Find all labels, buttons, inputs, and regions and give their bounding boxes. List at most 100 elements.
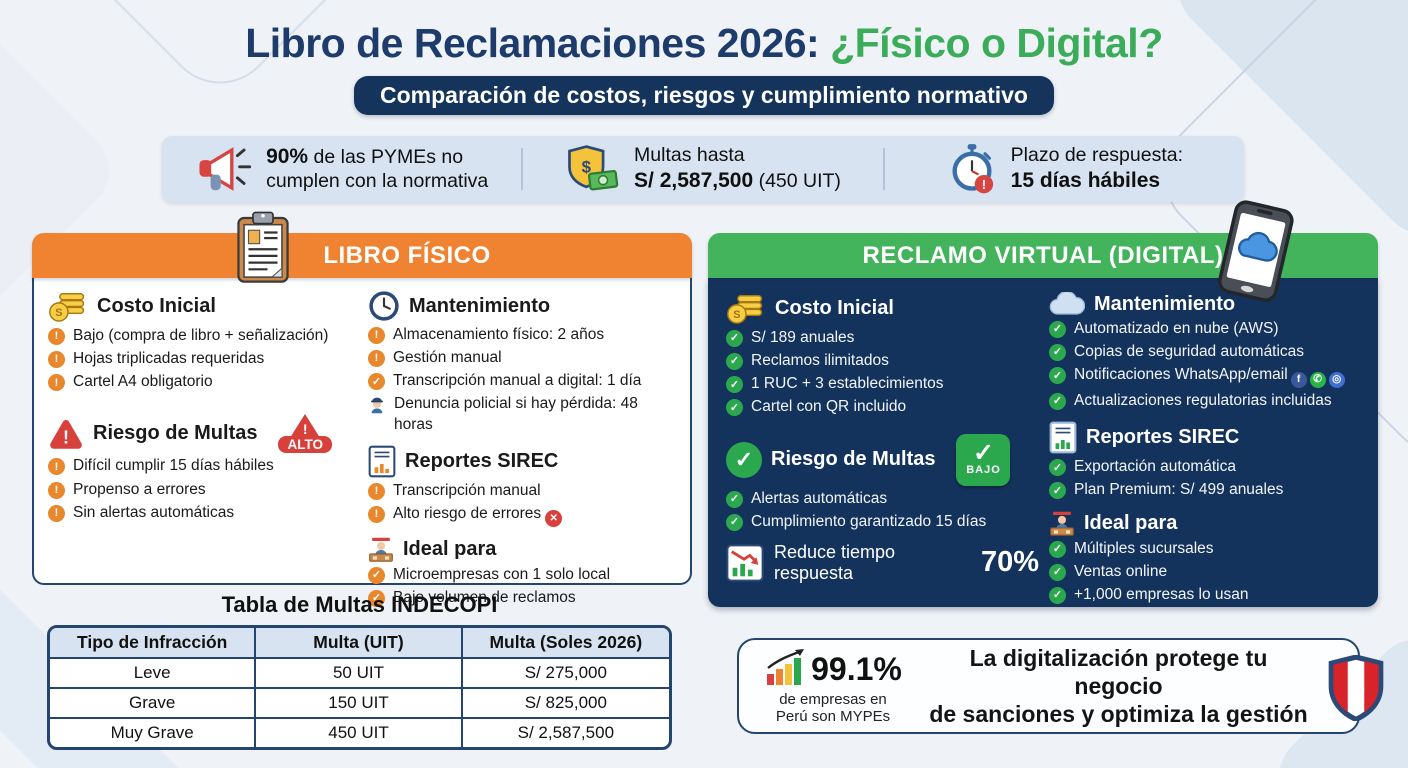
table-cell: S/ 2,587,500 xyxy=(517,723,615,742)
list-item: Difícil cumplir 15 días hábiles xyxy=(48,456,358,476)
list-item: Alto riesgo de errores xyxy=(368,504,678,527)
warning-bullet-icon xyxy=(368,505,385,523)
section-title: Reportes SIREC xyxy=(1086,426,1240,449)
list-item: Transcripción manual xyxy=(368,481,678,501)
list-item: Automatizado en nube (AWS) xyxy=(1049,319,1362,339)
check-bullet-icon xyxy=(1049,540,1066,558)
digital-panel-header: RECLAMO VIRTUAL (DIGITAL) xyxy=(708,200,1378,302)
physical-panel-body: S Costo Inicial Bajo (compra de libro + … xyxy=(32,278,692,607)
footer-callout: 99.1% de empresas en Perú son MYPEs La d… xyxy=(737,638,1384,734)
chart-decline-icon xyxy=(726,544,764,582)
svg-text:$: $ xyxy=(582,157,592,176)
digital-panel-title: RECLAMO VIRTUAL (DIGITAL) xyxy=(862,241,1224,269)
list-item: Actualizaciones regulatorias incluidas xyxy=(1049,391,1362,411)
check-bullet-icon xyxy=(1049,563,1066,581)
subtitle-badge: Comparación de costos, riesgos y cumplim… xyxy=(354,76,1054,115)
section-mantenimiento-digital: Mantenimiento Automatizado en nube (AWS)… xyxy=(1049,292,1362,411)
instagram-icon xyxy=(1328,372,1345,389)
list-item: Copias de seguridad automáticas xyxy=(1049,342,1362,362)
police-icon xyxy=(368,395,386,414)
check-bullet-icon xyxy=(726,399,743,417)
reduce-time-row: Reduce tiempo respuesta 70% xyxy=(726,542,1039,584)
fines-table-section: Tabla de Multas INDECOPI Tipo de Infracc… xyxy=(47,592,672,750)
table-cell: S/ 275,000 xyxy=(462,659,669,689)
stats-bar: 90% de las PYMEs no cumplen con la norma… xyxy=(162,136,1244,202)
warning-bullet-icon xyxy=(48,351,65,369)
section-title: Mantenimiento xyxy=(1094,292,1236,315)
divider xyxy=(882,148,885,190)
list-item: Notificaciones WhatsApp/email xyxy=(1049,365,1362,389)
check-bullet-icon xyxy=(1049,393,1066,411)
page-title: Libro de Reclamaciones 2026: ¿Físico o D… xyxy=(245,20,1163,66)
check-icon xyxy=(973,443,994,464)
check-bullet-icon xyxy=(726,490,743,508)
section-mantenimiento-fisico: Mantenimiento Almacenamiento físico: 2 a… xyxy=(368,290,678,435)
list-item: Reclamos ilimitados xyxy=(726,351,1039,371)
section-riesgo-fisico: ! Riesgo de Multas ALTO Difícil cumplir … xyxy=(48,414,358,522)
section-title: Reportes SIREC xyxy=(405,449,559,472)
section-title: Riesgo de Multas xyxy=(93,422,258,445)
check-bullet-icon xyxy=(1049,344,1066,362)
facebook-icon xyxy=(1290,372,1307,389)
list-item: Bajo (compra de libro + señalización) xyxy=(48,326,358,346)
list-item: Cumplimiento garantizado 15 días xyxy=(726,512,1039,532)
check-circle-icon xyxy=(726,441,762,478)
warning-bullet-icon xyxy=(48,374,65,392)
smartphone-cloud-icon xyxy=(1213,197,1297,311)
check-bullet-icon xyxy=(726,353,743,371)
list-item: Transcripción manual a digital: 1 día xyxy=(368,371,678,391)
list-item: Ventas online xyxy=(1049,562,1362,582)
list-item: Gestión manual xyxy=(368,348,678,368)
fines-table: Tipo de Infracción Multa (UIT) Multa (So… xyxy=(47,625,672,750)
digital-panel-body: S Costo Inicial S/ 189 anuales Reclamos … xyxy=(708,278,1378,607)
list-item: Exportación automática xyxy=(1049,457,1362,477)
fines-table-title: Tabla de Multas INDECOPI xyxy=(221,592,498,617)
warning-bullet-icon xyxy=(48,481,65,499)
report-chart-icon xyxy=(1049,421,1077,454)
stat-pymes: 90% de las PYMEs no cumplen con la norma… xyxy=(162,142,521,196)
list-item: Cartel A4 obligatorio xyxy=(48,372,358,392)
digital-panel: RECLAMO VIRTUAL (DIGITAL) xyxy=(708,200,1378,607)
table-header-cell: Multa (Soles 2026) xyxy=(462,628,669,659)
list-item: Plan Premium: S/ 499 anuales xyxy=(1049,480,1362,500)
warning-bullet-icon xyxy=(48,328,65,345)
table-row: Grave 150 UIT S/ 825,000 xyxy=(50,689,669,719)
shield-money-icon: $ xyxy=(565,144,621,194)
section-costo-inicial-fisico: S Costo Inicial Bajo (compra de libro + … xyxy=(48,290,358,392)
table-cell: S/ 825,000 xyxy=(462,689,669,719)
section-riesgo-digital: Riesgo de Multas BAJO Alertas automática… xyxy=(726,433,1039,532)
list-item: Múltiples sucursales xyxy=(1049,539,1362,559)
check-bullet-icon xyxy=(368,566,385,584)
section-ideal-para-digital: Ideal para Múltiples sucursales Ventas o… xyxy=(1049,511,1362,605)
physical-panel-header: LIBRO FÍSICO xyxy=(32,211,692,283)
header: Libro de Reclamaciones 2026: ¿Físico o D… xyxy=(0,20,1408,115)
stopwatch-icon: ! xyxy=(946,143,998,195)
section-reportes-sirec-digital: Reportes SIREC Exportación automática Pl… xyxy=(1049,421,1362,500)
title-highlight: ¿Físico o Digital? xyxy=(830,20,1163,66)
mypes-caption: de empresas en Perú son MYPEs xyxy=(775,690,891,725)
table-cell: 450 UIT xyxy=(256,719,463,747)
clock-icon xyxy=(368,290,400,322)
footer-message: La digitalización protege tu negocio de … xyxy=(929,644,1308,728)
section-title: Mantenimiento xyxy=(409,294,551,317)
section-title: Ideal para xyxy=(403,537,497,560)
risk-low-badge: BAJO xyxy=(956,433,1011,486)
check-bullet-icon xyxy=(1049,586,1066,604)
svg-text:!: ! xyxy=(63,428,69,448)
list-item: Propenso a errores xyxy=(48,480,358,500)
warning-triangle-icon: ! xyxy=(48,417,84,450)
table-cell: Leve xyxy=(50,659,257,689)
warning-bullet-icon xyxy=(368,350,385,368)
check-bullet-icon xyxy=(1049,321,1066,338)
check-bullet-icon xyxy=(1049,459,1066,477)
stat-multas: $ Multas hasta S/ 2,587,500 (450 UIT) xyxy=(523,144,882,194)
divider xyxy=(521,148,524,190)
coins-icon: S xyxy=(726,292,766,325)
mypes-percent: 99.1% xyxy=(811,650,902,687)
section-title: Ideal para xyxy=(1084,511,1178,534)
megaphone-icon xyxy=(195,142,253,196)
check-bullet-icon xyxy=(726,330,743,347)
table-row: Muy Grave 450 UIT S/ 2,587,500 xyxy=(50,719,669,747)
table-cell: 50 UIT xyxy=(256,659,463,689)
